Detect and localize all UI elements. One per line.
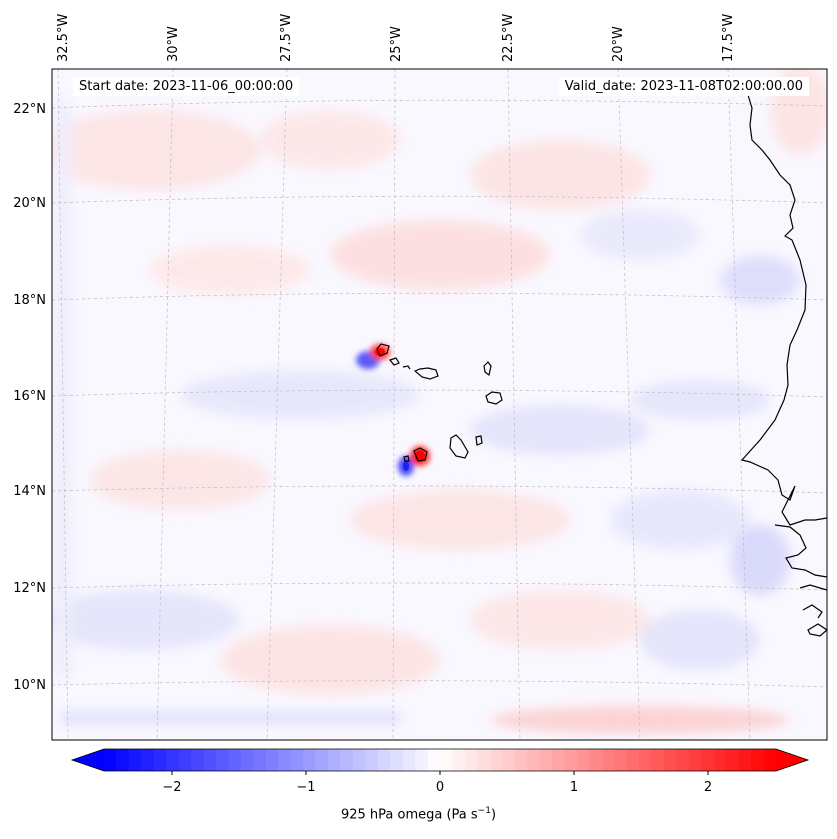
colorbar-label-exponent: −1	[477, 806, 491, 816]
colorbar-segment	[564, 749, 578, 771]
colorbar-segment	[128, 749, 142, 771]
colorbar-tick-label: 1	[570, 780, 578, 795]
colorbar-ticks: −2 −1 0 1 2	[162, 771, 712, 795]
colorbar-segment	[539, 749, 553, 771]
colorbar-tick-label: −1	[296, 780, 315, 795]
colorbar-label-text: 925 hPa omega (Pa s	[340, 807, 478, 823]
colorbar-segment	[514, 749, 528, 771]
colorbar-segment	[751, 749, 765, 771]
colorbar-label: 925 hPa omega (Pa s−1)	[0, 806, 837, 822]
colorbar-segment	[265, 749, 279, 771]
colorbar-segment	[626, 749, 640, 771]
colorbar-segment	[116, 749, 130, 771]
colorbar-segment	[191, 749, 205, 771]
start-date-label: Start date: 2023-11-06_00:00:00	[73, 77, 300, 96]
lat-label: 22°N	[13, 102, 46, 117]
colorbar-segment	[203, 749, 217, 771]
colorbar-tick-label: 0	[436, 780, 444, 795]
lat-label: 14°N	[13, 484, 46, 499]
colorbar-segment	[352, 749, 366, 771]
colorbar-segment	[340, 749, 354, 771]
colorbar-segment	[402, 749, 416, 771]
cape-verde-islands	[376, 343, 503, 462]
colorbar-segment	[303, 749, 317, 771]
colorbar-segment	[253, 749, 267, 771]
colorbar-segment	[427, 749, 441, 771]
colorbar-segment	[104, 749, 118, 771]
valid-date-label: Valid_date: 2023-11-08T02:00:00.00	[558, 77, 809, 96]
colorbar-segment	[240, 749, 254, 771]
africa-coastline	[740, 94, 827, 526]
colorbar-segment	[278, 749, 292, 771]
colorbar-segment	[676, 749, 690, 771]
colorbar-segment	[738, 749, 752, 771]
colorbar-tick-label: 2	[704, 780, 712, 795]
colorbar-segment	[365, 749, 379, 771]
colorbar-segment	[527, 749, 541, 771]
lon-label: 20°W	[611, 26, 626, 62]
lon-label: 17.5°W	[721, 14, 736, 62]
colorbar-segment	[315, 749, 329, 771]
colorbar-segment	[415, 749, 429, 771]
colorbar-segment	[141, 749, 155, 771]
colorbar-segment	[763, 749, 777, 771]
colorbar-segment	[639, 749, 653, 771]
colorbar-segment	[328, 749, 342, 771]
colorbar-segment	[452, 749, 466, 771]
map-frame	[51, 68, 828, 741]
colorbar-segment	[153, 749, 167, 771]
colorbar-label-close: )	[490, 807, 497, 823]
colorbar-segment	[664, 749, 678, 771]
colorbar-segment	[440, 749, 454, 771]
lat-labels: 22°N 20°N 18°N 16°N 14°N 12°N 10°N	[13, 102, 46, 693]
lon-label: 22.5°W	[501, 14, 516, 62]
colorbar-segment	[726, 749, 740, 771]
colorbar-segment	[614, 749, 628, 771]
colorbar-segment	[216, 749, 230, 771]
colorbar-extend-low	[72, 749, 104, 771]
colorbar-segment	[390, 749, 404, 771]
colorbar-segment	[228, 749, 242, 771]
lon-label: 30°W	[166, 26, 181, 62]
lat-label: 12°N	[13, 581, 46, 596]
colorbar	[70, 748, 810, 772]
colorbar-segment	[701, 749, 715, 771]
lat-label: 10°N	[13, 678, 46, 693]
colorbar-segment	[713, 749, 727, 771]
colorbar-segment	[290, 749, 304, 771]
colorbar-segment	[552, 749, 566, 771]
lon-label: 27.5°W	[279, 14, 294, 62]
colorbar-segment	[601, 749, 615, 771]
lat-label: 18°N	[13, 293, 46, 308]
coastlines	[740, 94, 827, 637]
lon-label: 25°W	[389, 26, 404, 62]
omega-field	[52, 69, 827, 734]
colorbar-segment	[178, 749, 192, 771]
colorbar-outline	[70, 748, 810, 772]
lat-label: 16°N	[13, 389, 46, 404]
colorbar-segment	[576, 749, 590, 771]
lat-label: 20°N	[13, 196, 46, 211]
colorbar-segment	[477, 749, 491, 771]
lon-labels: 32.5°W 30°W 27.5°W 25°W 22.5°W 20°W 17.5…	[56, 14, 736, 62]
colorbar-segment	[502, 749, 516, 771]
lon-label: 32.5°W	[56, 14, 71, 62]
graticule	[52, 69, 827, 740]
colorbar-segment	[166, 749, 180, 771]
colorbar-extend-high	[776, 749, 808, 771]
colorbar-tick-label: −2	[162, 780, 181, 795]
colorbar-segment	[464, 749, 478, 771]
colorbar-segment	[688, 749, 702, 771]
colorbar-segment	[589, 749, 603, 771]
colorbar-segment	[651, 749, 665, 771]
colorbar-segment	[377, 749, 391, 771]
colorbar-segment	[489, 749, 503, 771]
